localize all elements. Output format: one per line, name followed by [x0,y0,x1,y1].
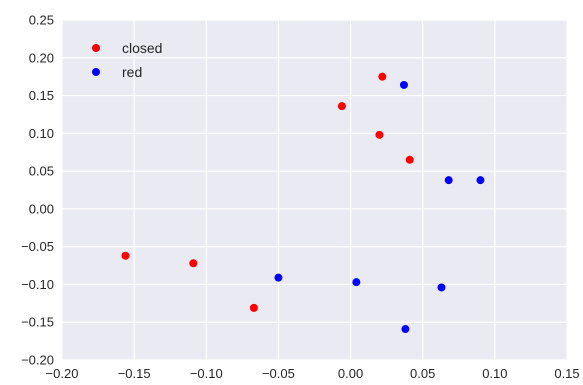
x-tick-label: 0.10 [482,366,507,381]
y-tick-label: −0.15 [21,315,54,330]
series-closed [121,72,414,312]
x-tick-label: −0.05 [262,366,295,381]
data-point [476,176,485,185]
legend-label: closed [122,40,162,56]
y-tick-label: 0.05 [29,164,54,179]
legend-marker [92,44,100,52]
y-tick-label: 0.20 [29,50,54,65]
data-point [274,273,283,282]
legend-label: red [122,64,142,80]
y-tick-label: −0.10 [21,277,54,292]
data-point [352,278,361,287]
data-point [399,80,408,89]
x-tick-label: 0.15 [554,366,579,381]
data-point [405,155,414,164]
y-axis-ticks: −0.20 −0.15 −0.10 −0.05 0.00 0.05 0.10 0.15 0.20… [21,13,54,368]
data-point [189,259,198,268]
x-axis-ticks: −0.20 −0.15 −0.10 −0.05 0.00 0.05 0.10 0.15 [46,366,580,381]
data-point [375,130,384,139]
legend: closed red [92,40,162,80]
x-tick-label: −0.15 [118,366,151,381]
x-tick-label: −0.10 [190,366,223,381]
series-red [274,80,485,334]
data-point [444,176,453,185]
x-tick-label: 0.05 [410,366,435,381]
y-tick-label: 0.10 [29,126,54,141]
x-tick-label: −0.20 [46,366,79,381]
data-point [437,283,446,292]
data-point [249,303,258,312]
data-point [337,102,346,111]
y-tick-label: −0.05 [21,239,54,254]
plot-area [62,20,567,360]
data-point [378,72,387,81]
y-tick-label: −0.20 [21,353,54,368]
legend-marker [92,68,100,76]
y-tick-label: 0.00 [29,201,54,216]
data-point [401,325,410,334]
y-tick-label: 0.25 [29,13,54,28]
data-points [121,72,485,334]
y-tick-label: 0.15 [29,88,54,103]
grid [61,19,568,361]
x-tick-label: 0.00 [338,366,363,381]
data-point [121,251,130,260]
